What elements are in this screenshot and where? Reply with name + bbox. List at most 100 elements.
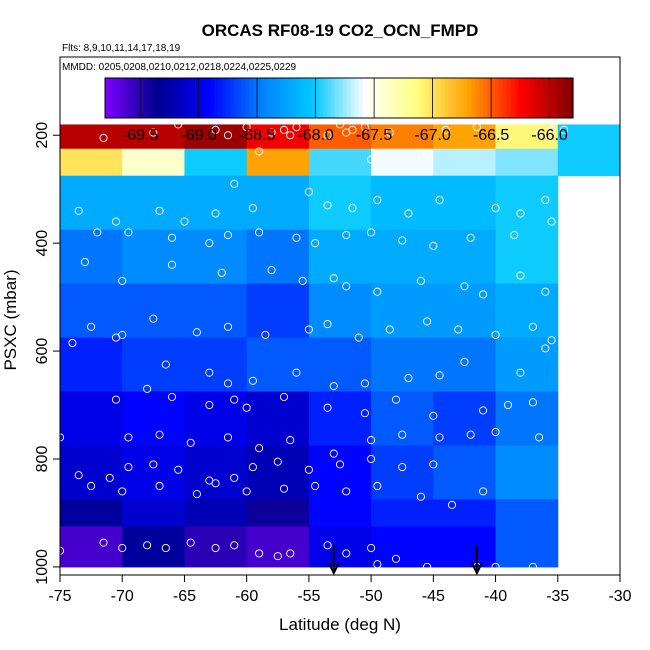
heatmap-cell <box>495 526 559 568</box>
colorbar-slice <box>144 78 149 118</box>
colorbar-slice <box>124 78 129 118</box>
heatmap-cell <box>308 499 372 527</box>
sample-point <box>435 195 444 205</box>
sample-point <box>292 368 301 377</box>
colorbar-slice <box>198 78 204 118</box>
sample-point <box>118 487 127 496</box>
sample-point <box>435 433 444 442</box>
sample-point <box>230 541 239 550</box>
heatmap-cell <box>184 499 248 527</box>
x-tick-label: -50 <box>360 588 383 605</box>
sample-point <box>205 400 214 410</box>
heatmap-cell <box>122 148 185 177</box>
colorbar-slice <box>342 78 348 118</box>
colorbar-slice <box>374 78 379 118</box>
sample-point <box>429 241 438 250</box>
x-tick-label: -45 <box>422 588 445 605</box>
sample-point <box>223 379 233 388</box>
colorbar-slice <box>354 78 360 118</box>
colorbar-slice <box>346 78 352 118</box>
colorbar-slice <box>284 78 289 118</box>
heatmap-cell <box>60 175 123 231</box>
sample-point <box>174 120 183 129</box>
sample-point <box>323 320 332 329</box>
sample-point <box>255 549 264 558</box>
heatmap-cell <box>60 283 123 339</box>
heatmap-cell <box>433 391 497 446</box>
colorbar-slice <box>440 78 445 118</box>
sample-point <box>205 368 214 377</box>
x-tick-label: -70 <box>111 588 134 605</box>
sample-point <box>398 430 407 439</box>
sample-point <box>255 228 264 237</box>
sample-point <box>155 481 164 491</box>
colorbar-slice <box>417 78 422 118</box>
heatmap-cell <box>246 283 310 339</box>
colorbar-slice <box>498 78 504 118</box>
sample-point <box>124 433 133 442</box>
heatmap-cell <box>246 124 310 150</box>
sample-point <box>99 133 108 142</box>
sample-point <box>143 541 152 550</box>
heatmap-cell <box>246 175 310 231</box>
sample-point <box>279 125 289 134</box>
sample-point <box>342 549 351 558</box>
colorbar-slice <box>335 78 340 118</box>
sample-point <box>174 465 183 474</box>
colorbar-slice <box>510 78 516 118</box>
heatmap-cell <box>308 337 372 393</box>
x-tick-label: -35 <box>546 588 569 605</box>
heatmap-cell <box>246 148 310 177</box>
colorbar-slice <box>280 78 285 118</box>
sample-point <box>329 382 338 391</box>
heatmap-cell <box>60 337 123 393</box>
sample-point <box>111 333 121 342</box>
sample-point <box>248 204 257 213</box>
sample-point <box>342 231 351 240</box>
colorbar-slice <box>534 78 539 118</box>
heatmap-cell <box>371 499 434 527</box>
heatmap-cell <box>557 148 621 177</box>
x-tick-label: -65 <box>173 588 196 605</box>
heatmap-cell <box>122 175 185 231</box>
heatmap-cell <box>433 148 497 177</box>
heatmap-cell <box>433 526 497 568</box>
colorbar-slice <box>245 78 250 118</box>
heatmap-cell <box>371 175 434 231</box>
colorbar-slice <box>463 78 469 118</box>
heatmap-cell <box>122 283 185 339</box>
colorbar-tick-label: -67.0 <box>414 127 451 144</box>
sample-point <box>528 562 537 571</box>
heatmap-cell <box>122 337 185 393</box>
heatmap-cell <box>433 499 497 527</box>
sample-point <box>267 266 276 275</box>
colorbar-slice <box>506 78 512 118</box>
sample-point <box>192 490 201 499</box>
sample-point <box>74 471 83 480</box>
heatmap-cell <box>184 229 248 285</box>
colorbar-tick-label: -69.5 <box>122 127 159 144</box>
sample-point <box>510 231 519 240</box>
sample-point <box>267 128 276 137</box>
y-tick-label: 800 <box>34 446 51 473</box>
sample-point <box>559 125 569 134</box>
sample-point <box>223 231 233 240</box>
sample-point <box>223 433 233 442</box>
sample-point <box>211 125 220 134</box>
heatmap-cell <box>371 229 434 285</box>
sample-point <box>99 538 108 547</box>
x-axis-label: Latitude (deg N) <box>279 615 401 634</box>
colorbar-slice <box>459 78 465 118</box>
colorbar-slice <box>268 78 274 118</box>
heatmap-cell <box>495 229 559 285</box>
colorbar-slice <box>132 78 137 118</box>
sample-point <box>304 187 313 196</box>
colorbar: -69.5 -69.0 -68.5 -68.0 -67.5 -67.0 -66.5 -66.0 <box>104 77 574 144</box>
sample-point <box>223 131 233 140</box>
heatmap-cell <box>122 526 185 568</box>
heatmap-cell <box>371 148 434 177</box>
dates-subtitle: MMDD: 0205,0208,0210,0212,0218,0224,0225… <box>62 62 297 73</box>
heatmap-cell <box>495 445 559 500</box>
colorbar-slice <box>163 78 168 118</box>
